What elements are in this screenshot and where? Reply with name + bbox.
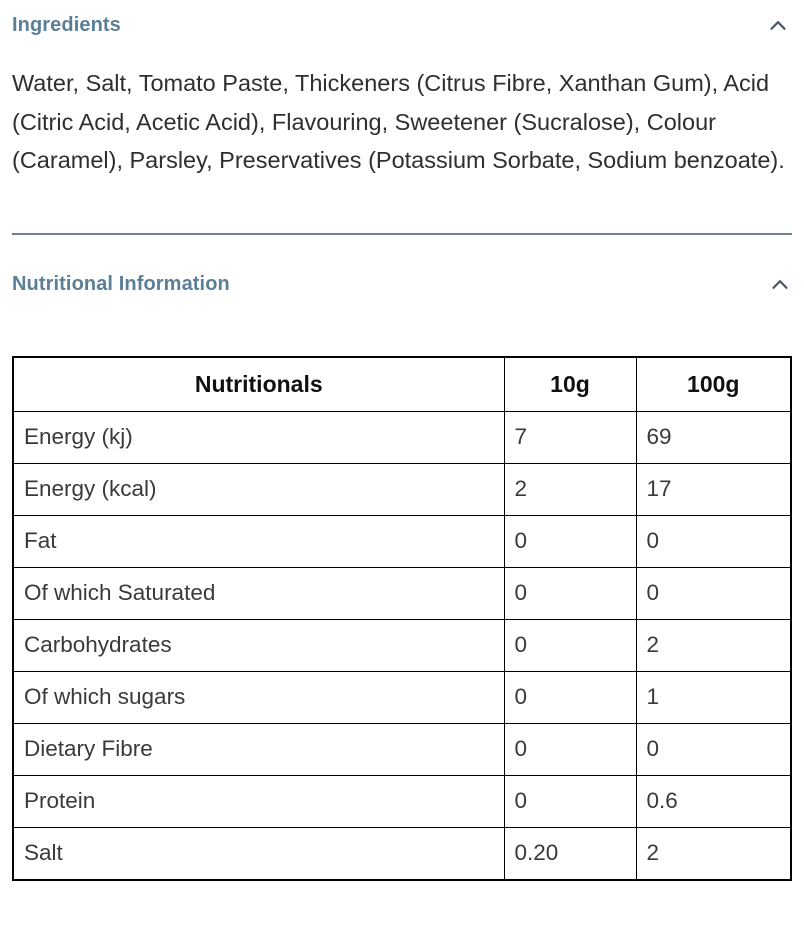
cell-per-100g: 17 — [635, 462, 792, 516]
cell-nutrient-name: Fat — [12, 514, 505, 568]
nutrition-table: Nutritionals 10g 100g Energy (kj) 7 69 E… — [12, 355, 792, 881]
nutrition-table-header: Nutritionals 10g 100g — [12, 356, 792, 412]
cell-nutrient-name: Salt — [12, 826, 505, 880]
table-header-row: Nutritionals 10g 100g — [12, 356, 792, 412]
cell-per-10g: 0.20 — [503, 826, 637, 880]
column-header-10g: 10g — [503, 356, 637, 412]
chevron-up-icon[interactable] — [766, 14, 790, 38]
table-row: Fat 0 0 — [12, 514, 792, 568]
nutritional-information-section: Nutritional Information Nutritionals 10g… — [12, 235, 792, 881]
table-row: Energy (kcal) 2 17 — [12, 462, 792, 516]
ingredients-section: Ingredients Water, Salt, Tomato Paste, T… — [12, 0, 792, 180]
cell-per-100g: 0 — [635, 514, 792, 568]
ingredients-title: Ingredients — [12, 14, 121, 36]
cell-per-100g: 69 — [635, 410, 792, 464]
ingredients-text: Water, Salt, Tomato Paste, Thickeners (C… — [12, 70, 785, 173]
cell-per-100g: 0 — [635, 566, 792, 620]
cell-per-10g: 2 — [503, 462, 637, 516]
table-row: Carbohydrates 0 2 — [12, 618, 792, 672]
cell-nutrient-name: Energy (kj) — [12, 410, 505, 464]
table-row: Dietary Fibre 0 0 — [12, 722, 792, 776]
section-divider — [12, 232, 792, 235]
cell-nutrient-name: Dietary Fibre — [12, 722, 505, 776]
cell-per-10g: 0 — [503, 670, 637, 724]
cell-per-10g: 0 — [503, 722, 637, 776]
table-row: Salt 0.20 2 — [12, 826, 792, 880]
chevron-up-icon[interactable] — [768, 273, 792, 297]
cell-per-100g: 2 — [635, 826, 792, 880]
cell-per-10g: 7 — [503, 410, 637, 464]
cell-per-100g: 0.6 — [635, 774, 792, 828]
ingredients-section-header[interactable]: Ingredients — [12, 14, 792, 38]
nutritional-information-title: Nutritional Information — [12, 272, 230, 295]
nutritional-information-section-header[interactable]: Nutritional Information — [12, 273, 792, 297]
cell-per-10g: 0 — [503, 514, 637, 568]
table-row: Of which Saturated 0 0 — [12, 566, 792, 620]
cell-per-100g: 2 — [635, 618, 792, 672]
cell-nutrient-name: Protein — [12, 774, 505, 828]
nutrition-table-wrapper: Nutritionals 10g 100g Energy (kj) 7 69 E… — [12, 297, 792, 881]
cell-nutrient-name: Of which Saturated — [12, 566, 505, 620]
table-row: Of which sugars 0 1 — [12, 670, 792, 724]
cell-per-100g: 0 — [635, 722, 792, 776]
table-row: Energy (kj) 7 69 — [12, 410, 792, 464]
nutrition-table-body: Energy (kj) 7 69 Energy (kcal) 2 17 Fat … — [12, 410, 792, 880]
cell-per-10g: 0 — [503, 618, 637, 672]
cell-nutrient-name: Carbohydrates — [12, 618, 505, 672]
column-header-nutritionals: Nutritionals — [12, 356, 505, 412]
cell-per-100g: 1 — [635, 670, 792, 724]
cell-per-10g: 0 — [503, 566, 637, 620]
column-header-100g: 100g — [635, 356, 792, 412]
cell-per-10g: 0 — [503, 774, 637, 828]
cell-nutrient-name: Energy (kcal) — [12, 462, 505, 516]
table-row: Protein 0 0.6 — [12, 774, 792, 828]
cell-nutrient-name: Of which sugars — [12, 670, 505, 724]
